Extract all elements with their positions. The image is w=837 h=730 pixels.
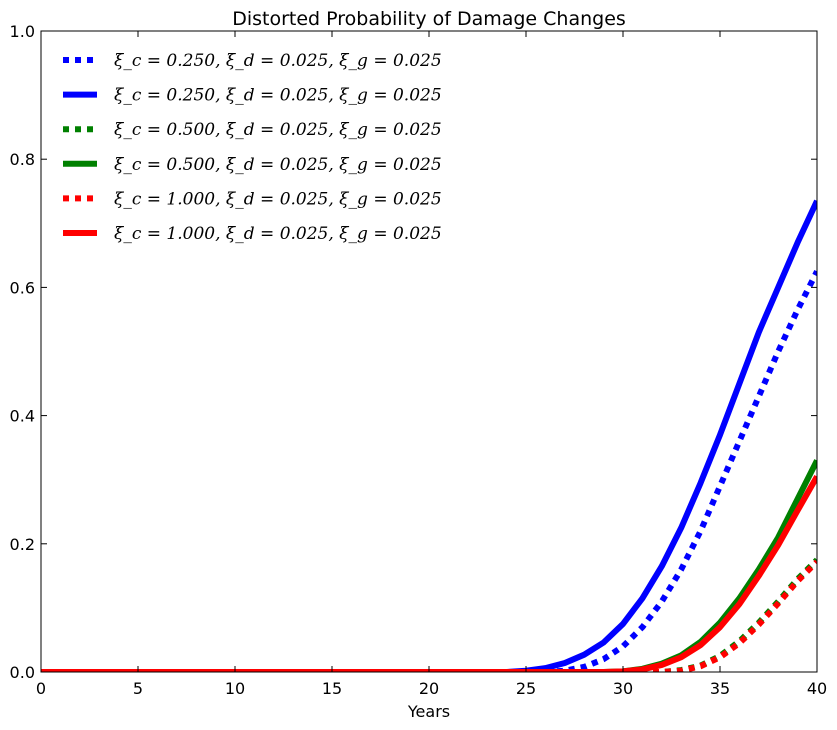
y-tick-label: 1.0 bbox=[10, 22, 35, 41]
legend-label-4: ξ_c = 0.500, ξ_d = 0.025, ξ_g = 0.025 bbox=[114, 155, 442, 175]
series-line-1 bbox=[41, 270, 817, 672]
x-tick-label: 25 bbox=[516, 679, 536, 698]
x-axis-label: Years bbox=[407, 702, 450, 721]
chart-title: Distorted Probability of Damage Changes bbox=[232, 8, 626, 30]
series-line-5 bbox=[41, 559, 817, 672]
series-line-6 bbox=[41, 475, 817, 672]
x-tick-label: 40 bbox=[807, 679, 827, 698]
x-tick-label: 35 bbox=[710, 679, 730, 698]
y-tick-label: 0.2 bbox=[10, 535, 35, 554]
y-tick-label: 0.8 bbox=[10, 150, 35, 169]
legend: ξ_c = 0.250, ξ_d = 0.025, ξ_g = 0.025 ξ_c… bbox=[63, 51, 442, 244]
series-layer bbox=[41, 199, 817, 672]
x-tick-label: 5 bbox=[133, 679, 143, 698]
y-tick-label: 0.6 bbox=[10, 278, 35, 297]
y-tick-label: 0.0 bbox=[10, 663, 35, 682]
x-tick-label: 10 bbox=[225, 679, 245, 698]
x-tick-label: 30 bbox=[613, 679, 633, 698]
y-tick-label: 0.4 bbox=[10, 407, 35, 426]
legend-label-3: ξ_c = 0.500, ξ_d = 0.025, ξ_g = 0.025 bbox=[114, 120, 442, 140]
series-line-2 bbox=[41, 199, 817, 672]
ticks-layer: 0 5 10 15 20 25 30 35 40 0.0 0.2 0.4 0.6 0.8 1.0 bbox=[10, 22, 828, 698]
legend-label-6: ξ_c = 1.000, ξ_d = 0.025, ξ_g = 0.025 bbox=[114, 224, 442, 244]
series-line-3 bbox=[41, 557, 817, 672]
legend-label-5: ξ_c = 1.000, ξ_d = 0.025, ξ_g = 0.025 bbox=[114, 189, 442, 209]
legend-label-2: ξ_c = 0.250, ξ_d = 0.025, ξ_g = 0.025 bbox=[114, 86, 442, 106]
x-tick-label: 15 bbox=[322, 679, 342, 698]
x-tick-label: 0 bbox=[36, 679, 46, 698]
x-tick-label: 20 bbox=[419, 679, 439, 698]
series-line-4 bbox=[41, 459, 817, 672]
legend-label-1: ξ_c = 0.250, ξ_d = 0.025, ξ_g = 0.025 bbox=[114, 51, 442, 71]
